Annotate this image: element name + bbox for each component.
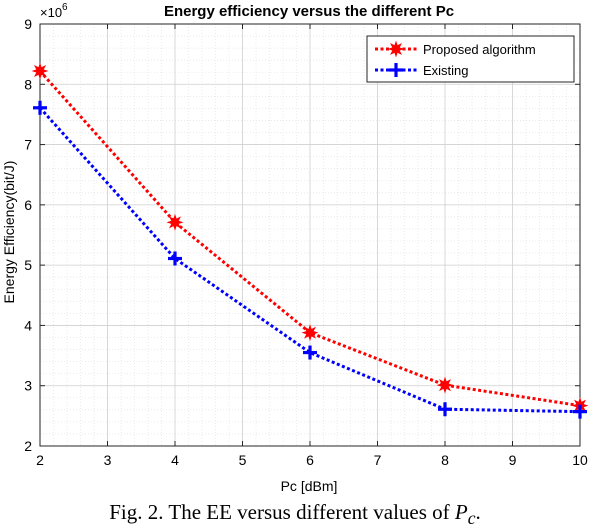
caption-end: . [475, 500, 481, 524]
y-exponent-base: ×10 [40, 5, 62, 20]
y-tick-label: 2 [24, 438, 32, 454]
data-point-existing [33, 100, 47, 115]
x-tick-label: 5 [239, 452, 247, 468]
series-line-existing [38, 106, 581, 414]
x-axis-label: Pc [dBm] [281, 478, 338, 494]
y-exponent-power: 6 [62, 2, 68, 13]
caption-text: Fig. 2. The EE versus different values o… [109, 500, 450, 524]
legend-label: Proposed algorithm [423, 42, 536, 57]
x-tick-label: 6 [306, 452, 314, 468]
data-point-proposed [31, 62, 49, 80]
data-point-existing [303, 345, 317, 360]
x-tick-label: 9 [509, 452, 517, 468]
chart: Energy efficiency versus the different P… [1, 2, 589, 494]
data-point-existing [438, 402, 452, 417]
data-point-proposed [166, 213, 184, 231]
x-tick-label: 10 [572, 452, 588, 468]
x-tick-label: 3 [104, 452, 112, 468]
caption-subscript: c [467, 508, 476, 529]
data-point-proposed [387, 40, 405, 58]
plot-area: 2 3 4 5 6 7 8 9 10 2 3 4 5 6 7 8 9 Proposed algorithm Exis… [24, 16, 589, 468]
series-line-proposed [38, 70, 581, 408]
data-point-existing [168, 251, 182, 266]
chart-title: Energy efficiency versus the different P… [164, 3, 454, 20]
figure-caption: Fig. 2. The EE versus different values o… [0, 500, 590, 529]
y-tick-label: 7 [24, 137, 32, 153]
data-point-existing [389, 63, 403, 77]
legend-label: Existing [423, 63, 469, 78]
x-tick-label: 8 [441, 452, 449, 468]
x-tick-label: 4 [171, 452, 179, 468]
x-tick-label: 2 [36, 452, 44, 468]
y-exponent: ×10 6 [40, 2, 68, 20]
y-tick-label: 5 [24, 257, 32, 273]
y-axis-label: Energy Efficiency(bit/J) [1, 161, 17, 304]
data-point-existing [573, 404, 587, 419]
y-tick-label: 9 [24, 16, 32, 32]
data-point-proposed [436, 376, 454, 394]
y-tick-label: 6 [24, 197, 32, 213]
caption-symbol: P [454, 500, 468, 524]
y-tick-label: 8 [24, 76, 32, 92]
y-tick-label: 3 [24, 378, 32, 394]
data-point-proposed [301, 324, 319, 342]
x-tick-label: 7 [374, 452, 382, 468]
y-tick-label: 4 [24, 317, 32, 333]
